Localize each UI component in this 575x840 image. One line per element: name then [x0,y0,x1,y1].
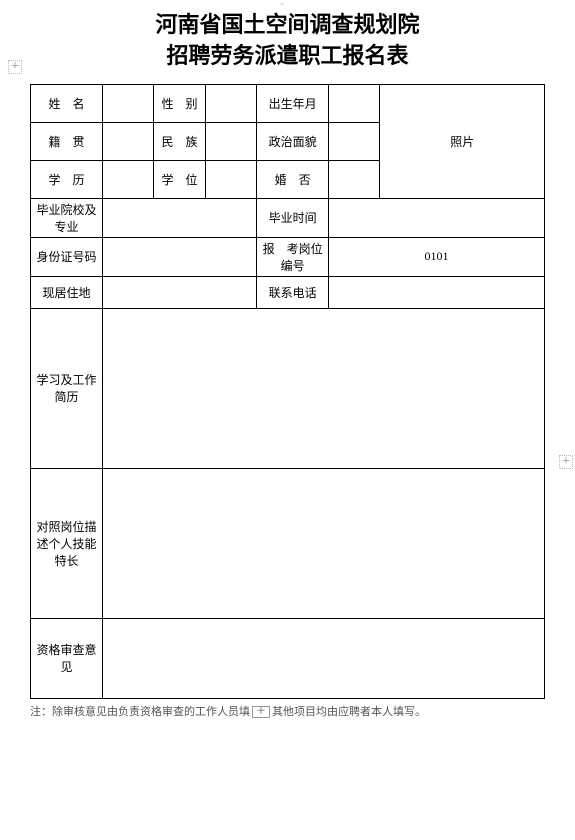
value-review[interactable] [102,618,544,698]
value-ethnic[interactable] [205,122,256,160]
value-examcode[interactable]: 0101 [329,237,545,276]
label-birth: 出生年月 [257,84,329,122]
table-row: 资格审查意见 [31,618,545,698]
value-degree[interactable] [205,160,256,198]
table-row: 对照岗位描述个人技能特长 [31,468,545,618]
label-ethnic: 民 族 [154,122,205,160]
table-row: 身份证号码 报 考岗位编号 0101 [31,237,545,276]
table-row: 学习及工作简历 [31,308,545,468]
label-phone: 联系电话 [257,276,329,308]
value-politics[interactable] [329,122,380,160]
label-gradschool: 毕业院校及专业 [31,198,103,237]
label-resume: 学习及工作简历 [31,308,103,468]
value-idnum[interactable] [102,237,256,276]
value-address[interactable] [102,276,256,308]
label-gender: 性 别 [154,84,205,122]
footnote-box-icon: ＋ [252,706,270,718]
value-name[interactable] [102,84,153,122]
anchor-marker-left: + [8,60,22,74]
footnote-suffix: 其他项目均由应聘者本人填写。 [272,706,426,718]
label-skills: 对照岗位描述个人技能特长 [31,468,103,618]
label-examcode: 报 考岗位编号 [257,237,329,276]
label-degree: 学 位 [154,160,205,198]
photo-cell[interactable]: 照片 [380,84,545,198]
label-education: 学 历 [31,160,103,198]
label-review: 资格审查意见 [31,618,103,698]
label-name: 姓 名 [31,84,103,122]
value-birth[interactable] [329,84,380,122]
title-line-2: 招聘劳务派遣职工报名表 [30,41,545,72]
table-row: 毕业院校及专业 毕业时间 [31,198,545,237]
value-skills[interactable] [102,468,544,618]
value-gradtime[interactable] [329,198,545,237]
value-gradschool[interactable] [102,198,256,237]
value-phone[interactable] [329,276,545,308]
label-marriage: 婚 否 [257,160,329,198]
value-native[interactable] [102,122,153,160]
title-line-1: 河南省国土空间调查规划院 [30,10,545,41]
value-resume[interactable] [102,308,544,468]
form-title: 河南省国土空间调查规划院 招聘劳务派遣职工报名表 [30,10,545,72]
label-address: 现居住地 [31,276,103,308]
footnote: 注：除审核意见由负责资格审查的工作人员填＋其他项目均由应聘者本人填写。 [30,703,545,719]
label-gradtime: 毕业时间 [257,198,329,237]
table-row: 现居住地 联系电话 [31,276,545,308]
label-politics: 政治面貌 [257,122,329,160]
anchor-marker-right: + [559,455,573,469]
footnote-prefix: 注：除审核意见由负责资格审查的工作人员填 [30,706,250,718]
table-row: 姓 名 性 别 出生年月 照片 [31,84,545,122]
value-education[interactable] [102,160,153,198]
value-marriage[interactable] [329,160,380,198]
value-gender[interactable] [205,84,256,122]
label-native: 籍 贯 [31,122,103,160]
label-idnum: 身份证号码 [31,237,103,276]
page-corner-marker: ˘ [280,0,284,15]
registration-form-table: 姓 名 性 别 出生年月 照片 籍 贯 民 族 政治面貌 学 历 学 位 婚 否… [30,84,545,699]
